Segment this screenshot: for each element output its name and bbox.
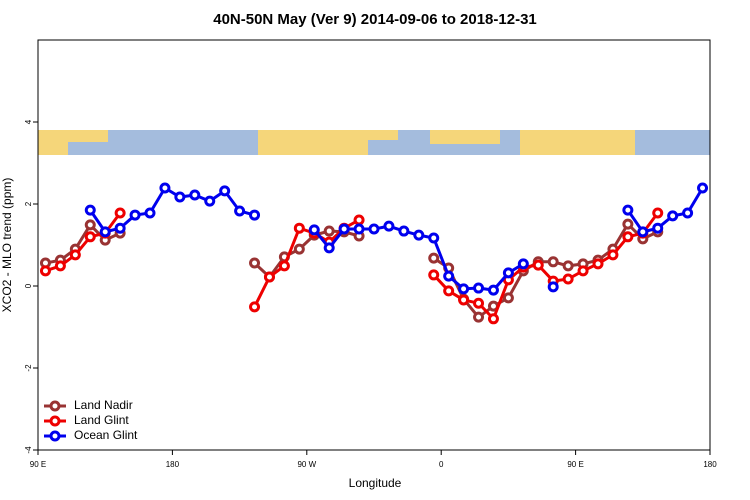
- y-tick-label: 4: [24, 119, 33, 124]
- data-point: [54, 260, 66, 272]
- data-point: [592, 258, 604, 270]
- data-point: [682, 207, 694, 219]
- data-point: [114, 207, 126, 219]
- legend-marker: [49, 400, 61, 412]
- data-point: [622, 218, 634, 230]
- data-point: [652, 222, 664, 234]
- data-point: [383, 220, 395, 232]
- data-point: [517, 258, 529, 270]
- data-point: [84, 219, 96, 231]
- data-point: [249, 257, 261, 269]
- data-point: [353, 223, 365, 235]
- data-point: [204, 195, 216, 207]
- map-land: [68, 130, 108, 142]
- data-point: [607, 249, 619, 261]
- data-point: [428, 232, 440, 244]
- data-point: [174, 191, 186, 203]
- map-land: [38, 130, 68, 155]
- data-point: [323, 225, 335, 237]
- data-point: [249, 209, 261, 221]
- legend-label: Ocean Glint: [74, 428, 138, 442]
- x-tick-label: 90 W: [297, 460, 316, 469]
- data-point: [368, 223, 380, 235]
- y-tick-label: -4: [24, 446, 33, 454]
- data-point: [487, 313, 499, 325]
- data-point: [293, 243, 305, 255]
- data-point: [667, 210, 679, 222]
- data-point: [637, 226, 649, 238]
- data-point: [473, 297, 485, 309]
- data-point: [547, 256, 559, 268]
- x-tick-label: 90 E: [30, 460, 46, 469]
- series-line: [89, 185, 704, 292]
- data-point: [443, 270, 455, 282]
- y-tick-label: 0: [24, 283, 33, 288]
- data-point: [577, 265, 589, 277]
- data-point: [547, 281, 559, 293]
- data-point: [234, 205, 246, 217]
- data-point: [84, 231, 96, 243]
- data-point: [278, 260, 290, 272]
- data-point: [562, 260, 574, 272]
- data-point: [293, 222, 305, 234]
- data-point: [502, 292, 514, 304]
- data-point: [622, 204, 634, 216]
- data-point: [99, 226, 111, 238]
- legend-marker: [49, 415, 61, 427]
- data-point: [458, 283, 470, 295]
- x-tick-label: 180: [703, 460, 717, 469]
- data-point: [532, 259, 544, 271]
- data-point: [249, 301, 261, 313]
- data-point: [39, 265, 51, 277]
- data-point: [443, 285, 455, 297]
- data-point: [308, 224, 320, 236]
- y-tick-label: -2: [24, 364, 33, 372]
- map-land: [258, 130, 368, 155]
- map-land: [368, 130, 398, 140]
- data-point: [562, 273, 574, 285]
- data-point: [398, 225, 410, 237]
- data-point: [338, 223, 350, 235]
- data-point: [473, 311, 485, 323]
- legend-marker: [49, 430, 61, 442]
- map-land: [520, 130, 635, 155]
- data-point: [189, 189, 201, 201]
- plot-frame: [37, 39, 711, 451]
- data-point: [263, 271, 275, 283]
- data-point: [622, 231, 634, 243]
- data-point: [84, 204, 96, 216]
- data-point: [473, 282, 485, 294]
- chart-title: 40N-50N May (Ver 9) 2014-09-06 to 2018-1…: [213, 11, 537, 28]
- data-point: [159, 182, 171, 194]
- data-point: [144, 207, 156, 219]
- x-tick-label: 0: [439, 460, 444, 469]
- data-point: [69, 249, 81, 261]
- map-land: [430, 130, 500, 144]
- data-point: [458, 294, 470, 306]
- data-point: [487, 284, 499, 296]
- legend-label: Land Nadir: [74, 398, 133, 412]
- y-axis-label: XCO2 - MLO trend (ppm): [0, 178, 14, 313]
- x-tick-label: 90 E: [567, 460, 583, 469]
- x-tick-label: 180: [166, 460, 180, 469]
- y-tick-label: 2: [24, 201, 33, 206]
- data-point: [323, 242, 335, 254]
- data-point: [114, 222, 126, 234]
- legend-label: Land Glint: [74, 413, 129, 427]
- x-axis-label: Longitude: [349, 476, 402, 490]
- data-point: [697, 182, 709, 194]
- data-point: [219, 185, 231, 197]
- data-point: [353, 214, 365, 226]
- data-point: [502, 267, 514, 279]
- data-point: [428, 252, 440, 264]
- data-point: [652, 207, 664, 219]
- data-point: [129, 209, 141, 221]
- map-band: [38, 130, 710, 155]
- data-point: [413, 229, 425, 241]
- data-point: [428, 269, 440, 281]
